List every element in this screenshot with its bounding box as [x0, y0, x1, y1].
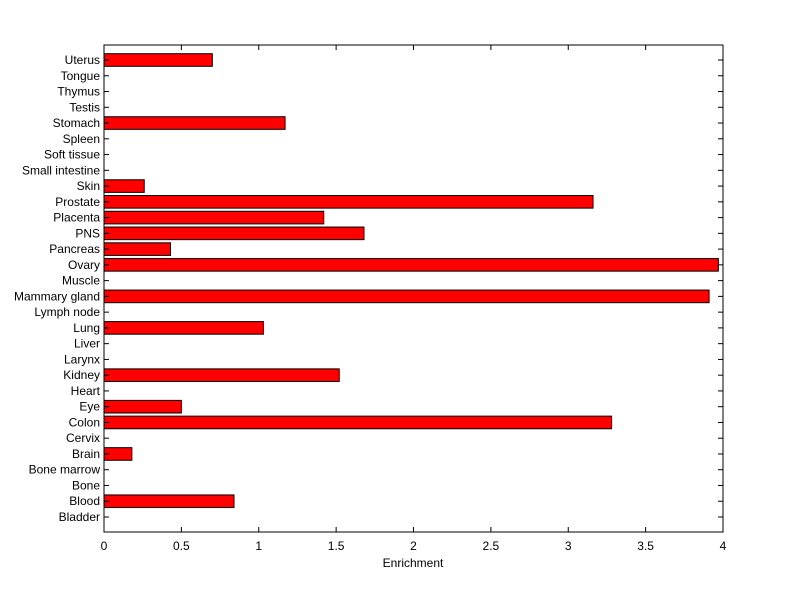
- bar-mammary-gland: [103, 289, 710, 304]
- y-tick-label: Blood: [69, 494, 100, 508]
- x-axis-title: Enrichment: [383, 556, 444, 570]
- y-tick-label: Kidney: [63, 368, 100, 382]
- bar-pns: [103, 226, 365, 241]
- x-tick-label: 0: [101, 539, 108, 553]
- y-tick-label: Uterus: [65, 53, 100, 67]
- x-tick-label: 2.5: [483, 539, 500, 553]
- y-tick-label: Liver: [74, 337, 100, 351]
- y-tick-label: Eye: [79, 400, 100, 414]
- bar-colon: [103, 415, 613, 430]
- x-tick-label: 2: [410, 539, 417, 553]
- bar-prostate: [103, 195, 594, 209]
- y-tick-label: Bone: [72, 478, 100, 492]
- y-tick-label: Tongue: [61, 69, 101, 83]
- y-tick-label: Lung: [73, 321, 100, 335]
- x-tick-label: 1: [255, 539, 262, 553]
- x-axis: 0 0.5 1 1.5 2 2.5 3 3.5 4: [101, 45, 727, 553]
- x-tick-label: 0.5: [173, 539, 190, 553]
- y-tick-label: Skin: [77, 179, 100, 193]
- y-tick-label: Small intestine: [22, 163, 100, 177]
- y-tick-label: Soft tissue: [44, 148, 100, 162]
- bar-uterus: [103, 53, 213, 67]
- y-tick-label: Lymph node: [34, 305, 100, 319]
- bar-blood: [103, 494, 235, 509]
- y-tick-label: Pancreas: [49, 242, 100, 256]
- bars-group: [103, 53, 719, 509]
- y-tick-label: Testis: [69, 100, 100, 114]
- y-tick-label: Stomach: [53, 116, 100, 130]
- x-tick-label: 3: [565, 539, 572, 553]
- y-tick-label: Mammary gland: [14, 289, 100, 303]
- y-tick-label: Brain: [72, 447, 100, 461]
- y-tick-label: Heart: [71, 384, 101, 398]
- x-tick-label: 3.5: [637, 539, 654, 553]
- y-tick-label: Muscle: [62, 274, 100, 288]
- y-tick-label: PNS: [75, 226, 100, 240]
- y-tick-label: Larynx: [64, 352, 100, 366]
- bar-skin: [103, 179, 145, 193]
- y-tick-label: Ovary: [68, 258, 100, 272]
- y-tick-label: Bladder: [59, 510, 100, 524]
- bar-lung: [103, 321, 264, 335]
- y-tick-label: Bone marrow: [29, 463, 101, 477]
- bar-eye: [103, 399, 182, 414]
- x-tick-label: 4: [720, 539, 727, 553]
- bar-stomach: [103, 116, 286, 130]
- y-tick-label: Colon: [69, 415, 100, 429]
- bar-placenta: [103, 210, 325, 225]
- bar-pancreas: [103, 242, 172, 256]
- y-tick-label: Thymus: [57, 85, 100, 99]
- y-tick-label: Spleen: [63, 132, 100, 146]
- y-tick-label: Placenta: [53, 211, 100, 225]
- y-tick-label: Prostate: [55, 195, 100, 209]
- y-tick-label: Cervix: [66, 431, 100, 445]
- x-tick-label: 1.5: [328, 539, 345, 553]
- bar-kidney: [103, 368, 340, 382]
- bar-ovary: [103, 258, 719, 272]
